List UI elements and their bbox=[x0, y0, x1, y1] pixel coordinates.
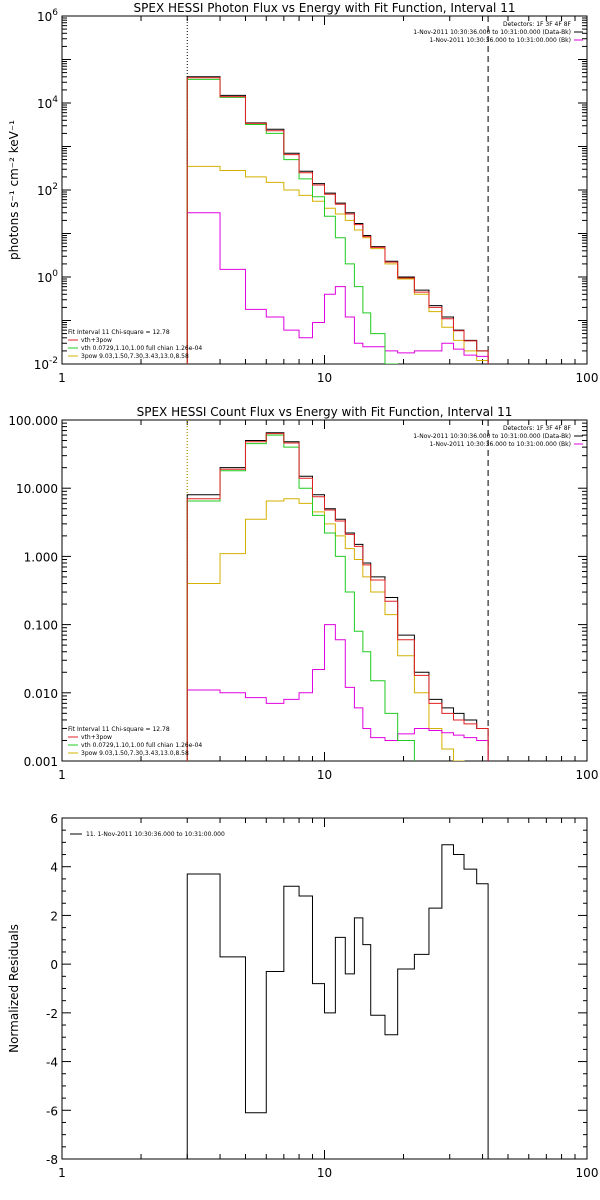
x-tick-label: 100 bbox=[576, 371, 599, 385]
x-tick-label: 1 bbox=[58, 768, 66, 782]
legend-fit: Fit Interval 11 Chi-square = 12.78vth+3p… bbox=[68, 726, 202, 757]
legend-entry: Fit Interval 11 Chi-square = 12.78 bbox=[68, 329, 170, 336]
y-axis-label: photons s⁻¹ cm⁻² keV⁻¹ bbox=[7, 120, 21, 260]
series-line bbox=[186, 433, 489, 761]
y-tick-label: 1.000 bbox=[24, 550, 58, 564]
legend-entry: 1-Nov-2011 10:30:36.000 to 10:31:00.000 … bbox=[429, 37, 571, 44]
x-tick-label: 10 bbox=[317, 768, 332, 782]
y-tick-label: 102 bbox=[37, 182, 58, 198]
series-line bbox=[186, 165, 489, 364]
series-line bbox=[186, 498, 489, 761]
series-line bbox=[186, 77, 489, 364]
plot-frame bbox=[61, 419, 588, 762]
legend-entry: vth+3pow bbox=[81, 734, 112, 741]
y-axis: 10-2 100 102 104 106 bbox=[34, 8, 587, 372]
legend-fit: Fit Interval 11 Chi-square = 12.78vth+3p… bbox=[68, 329, 202, 360]
legend-entry: Fit Interval 11 Chi-square = 12.78 bbox=[68, 726, 170, 733]
legend-top: Detectors: 1F 3F 4F 8F1-Nov-2011 10:30:3… bbox=[413, 21, 583, 44]
legend-top: Detectors: 1F 3F 4F 8F1-Nov-2011 10:30:3… bbox=[413, 425, 583, 448]
y-tick-label: -6 bbox=[46, 1104, 58, 1118]
data-series bbox=[186, 76, 489, 364]
data-series bbox=[186, 844, 489, 1159]
y-axis-label: Normalized Residuals bbox=[7, 924, 21, 1053]
x-tick-label: 100 bbox=[576, 768, 599, 782]
legend-entry: Detectors: 1F 3F 4F 8F bbox=[503, 21, 572, 28]
legend-entry: Detectors: 1F 3F 4F 8F bbox=[503, 425, 572, 432]
y-tick-label: 100 bbox=[37, 269, 58, 285]
y-axis: -8 -6 -4 -2 0 2 4 6 bbox=[46, 812, 587, 1167]
data-series bbox=[186, 432, 489, 761]
x-tick-label: 100 bbox=[576, 1166, 599, 1180]
y-tick-label: 106 bbox=[37, 8, 58, 24]
y-tick-label: 6 bbox=[50, 812, 58, 826]
y-tick-label: 100.000 bbox=[8, 414, 58, 428]
x-tick-label: 1 bbox=[58, 371, 66, 385]
series-line bbox=[186, 844, 489, 1159]
residuals-panel: 1 10 100 -8 -6 -4 -2 0 2 4 6 Normalized Residuals 11… bbox=[7, 812, 598, 1180]
y-tick-label: 0.010 bbox=[24, 687, 58, 701]
series-line bbox=[186, 624, 489, 761]
series-line bbox=[186, 432, 489, 761]
legend-entry: 11. 1-Nov-2011 10:30:36.000 to 10:31:00.… bbox=[86, 831, 225, 838]
legend-top: 11. 1-Nov-2011 10:30:36.000 to 10:31:00.… bbox=[70, 831, 225, 838]
chart-title: SPEX HESSI Photon Flux vs Energy with Fi… bbox=[134, 1, 516, 15]
x-axis: 1 10 100 bbox=[58, 16, 598, 385]
y-tick-label: -2 bbox=[46, 1007, 58, 1021]
x-tick-label: 1 bbox=[58, 1166, 66, 1180]
series-line bbox=[186, 434, 489, 761]
x-tick-label: 10 bbox=[317, 1166, 332, 1180]
y-tick-label: 0.001 bbox=[24, 755, 58, 769]
y-axis: 0.001 0.010 0.100 1.000 10.000 100.000 bbox=[8, 414, 587, 769]
legend-entry: vth 0.0729,1.10,1.00 full chian 1.26e-04 bbox=[81, 742, 202, 749]
series-line bbox=[186, 78, 489, 364]
legend-entry: 1-Nov-2011 10:30:36.000 to 10:31:00.000 … bbox=[413, 433, 571, 440]
photon-flux-panel: 1 10 100 10-2 100 102 104 106 SPEX HESSI Photon … bbox=[7, 1, 598, 385]
series-line bbox=[186, 76, 489, 364]
x-axis: 1 10 100 bbox=[58, 818, 598, 1180]
y-tick-label: -8 bbox=[46, 1153, 58, 1167]
y-tick-label: 104 bbox=[37, 95, 58, 111]
chart-title: SPEX HESSI Count Flux vs Energy with Fit… bbox=[137, 405, 513, 419]
y-tick-label: 10-2 bbox=[34, 356, 58, 372]
legend-entry: 1-Nov-2011 10:30:36.000 to 10:31:00.000 … bbox=[429, 441, 571, 448]
y-tick-label: 4 bbox=[50, 861, 58, 875]
legend-entry: vth+3pow bbox=[81, 337, 112, 344]
y-tick-label: 0.100 bbox=[24, 619, 58, 633]
y-tick-label: 2 bbox=[50, 909, 58, 923]
series-line bbox=[186, 212, 489, 364]
y-tick-label: 0 bbox=[50, 958, 58, 972]
legend-entry: 3pow 9.03,1.50,7.30,3.43,13.0,8.58 bbox=[81, 750, 189, 757]
legend-entry: 1-Nov-2011 10:30:36.000 to 10:31:00.000 … bbox=[413, 29, 571, 36]
x-tick-label: 10 bbox=[317, 371, 332, 385]
legend-entry: vth 0.0729,1.10,1.00 full chian 1.26e-04 bbox=[81, 345, 202, 352]
legend-entry: 3pow 9.03,1.50,7.30,3.43,13.0,8.58 bbox=[81, 353, 189, 360]
y-tick-label: 10.000 bbox=[16, 482, 58, 496]
y-tick-label: -4 bbox=[46, 1056, 58, 1070]
count-flux-panel: 1 10 100 0.001 0.010 0.100 1.000 10.000 100.000 S… bbox=[8, 405, 598, 782]
